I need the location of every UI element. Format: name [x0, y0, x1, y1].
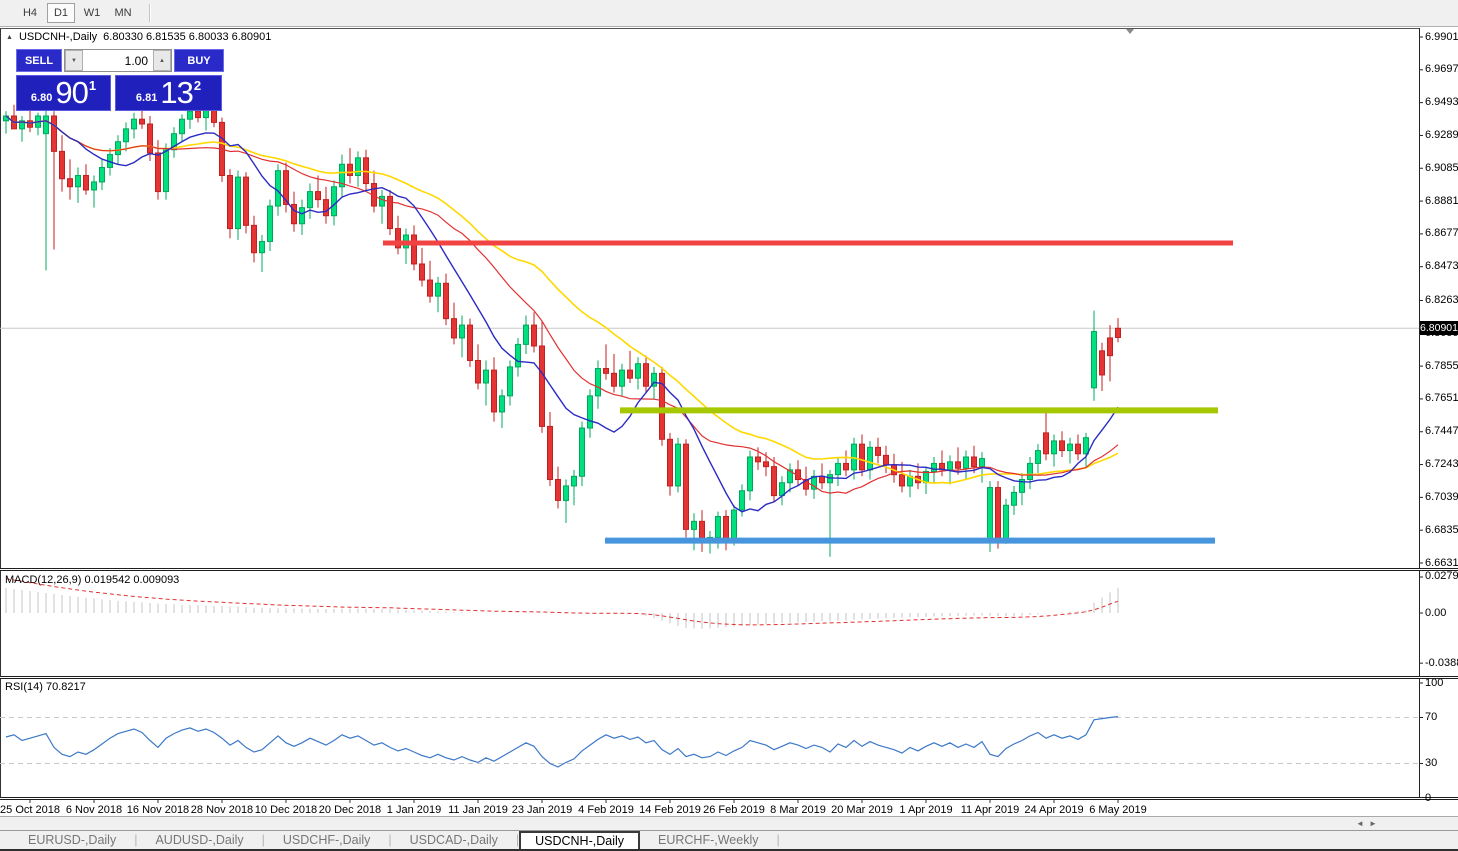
collapse-panel-icon[interactable]: ▲ [6, 33, 13, 41]
chart-tab-bar: EURUSD-,Daily | AUDUSD-,Daily | USDCHF-,… [0, 830, 1458, 851]
rsi-indicator-label: RSI(14) 70.8217 [5, 681, 86, 693]
main-macd-separator[interactable] [0, 568, 1458, 571]
volume-input[interactable] [83, 50, 153, 71]
chart-background [0, 28, 1419, 799]
buy-button[interactable]: BUY [174, 49, 224, 72]
tab-eurchf-weekly[interactable]: EURCHF-,Weekly [658, 833, 759, 847]
scroll-left-icon[interactable]: ◄ [1356, 819, 1364, 828]
axis-tick-label: 6.74470 [1425, 425, 1458, 438]
chart-ohlc-values: 6.80330 6.81535 6.80033 6.80901 [103, 31, 272, 43]
current-price-tag: 6.80901 [1420, 321, 1458, 336]
axis-tick-label: 6.99010 [1425, 30, 1458, 43]
toolbar-separator [149, 4, 151, 22]
axis-tick-label: 11 Apr 2019 [960, 804, 1020, 816]
sell-price-display[interactable]: 6.80 90 1 [16, 75, 111, 111]
buy-price-sup: 2 [193, 78, 202, 93]
timeframe-mn-button[interactable]: MN [109, 3, 137, 23]
timeframe-w1-button[interactable]: W1 [78, 3, 106, 23]
rsi-name: RSI(14) [5, 681, 43, 693]
axis-tick-label: 6.78550 [1425, 359, 1458, 372]
tab-separator: | [776, 833, 780, 847]
buy-price-display[interactable]: 6.81 13 2 [115, 75, 222, 111]
axis-tick-label: 6.72430 [1425, 458, 1458, 471]
tab-separator: | [515, 833, 520, 847]
axis-tick-label: -0.03887 [1425, 656, 1458, 669]
axis-tick-label: 6.68350 [1425, 523, 1458, 536]
timeframe-toolbar: H4 D1 W1 MN [0, 0, 1458, 27]
axis-tick-label: 6.96970 [1425, 63, 1458, 76]
scroll-right-icon[interactable]: ► [1369, 819, 1377, 828]
tab-separator: | [261, 833, 265, 847]
axis-tick-label: 25 Oct 2018 [0, 804, 60, 816]
axis-tick-label: 6.82630 [1425, 293, 1458, 306]
axis-tick-label: 30 [1425, 757, 1438, 769]
sell-price-sup: 1 [88, 78, 97, 93]
rsi-dateaxis-separator [0, 797, 1458, 800]
axis-tick-label: 4 Feb 2019 [578, 804, 634, 816]
axis-tick-label: 6.86770 [1425, 227, 1458, 240]
volume-decrease-button[interactable]: ▼ [65, 50, 83, 71]
chart-shift-icon[interactable] [1126, 29, 1134, 34]
axis-tick-label: 0 [1425, 791, 1432, 804]
tab-eurusd-daily[interactable]: EURUSD-,Daily [28, 833, 117, 847]
axis-tick-label: 0.027908 [1425, 570, 1458, 583]
tab-usdcnh-daily[interactable]: USDCNH-,Daily [519, 831, 641, 849]
tab-usdchf-daily[interactable]: USDCHF-,Daily [282, 833, 371, 847]
axis-tick-label: 20 Mar 2019 [831, 804, 893, 816]
tab-separator: | [134, 833, 138, 847]
timeframe-h4-button[interactable]: H4 [16, 3, 44, 23]
axis-tick-label: 26 Feb 2019 [703, 804, 765, 816]
scrollbar-strip[interactable]: ◄ ► [0, 816, 1458, 830]
axis-tick-label: 6.66310 [1425, 556, 1458, 569]
axis-tick-label: 6.70390 [1425, 490, 1458, 503]
axis-tick-label: 0.00 [1425, 606, 1447, 619]
axis-tick-label: 14 Feb 2019 [639, 804, 701, 816]
spinner-down-icon: ▼ [71, 57, 77, 64]
axis-tick-label: 6.84730 [1425, 260, 1458, 273]
sell-button[interactable]: SELL [16, 49, 62, 72]
macd-indicator-label: MACD(12,26,9) 0.019542 0.009093 [5, 574, 179, 586]
macd-name: MACD(12,26,9) [5, 574, 82, 586]
axis-tick-label: 10 Dec 2018 [254, 804, 318, 816]
axis-tick-label: 23 Jan 2019 [511, 804, 573, 816]
axis-tick-label: 28 Nov 2018 [190, 804, 254, 816]
axis-tick-label: 24 Apr 2019 [1024, 804, 1084, 816]
chart-header: ▲ USDCNH-,Daily 6.80330 6.81535 6.80033 … [6, 31, 271, 43]
chart-symbol-label: USDCNH-,Daily [18, 31, 98, 43]
axis-tick-label: 70 [1425, 711, 1438, 723]
axis-tick-label: 6 May 2019 [1089, 804, 1147, 816]
spinner-up-icon: ▲ [159, 57, 165, 64]
axis-tick-label: 1 Apr 2019 [899, 804, 953, 816]
macd-rsi-separator[interactable] [0, 676, 1458, 679]
axis-tick-label: 11 Jan 2019 [448, 804, 508, 816]
axis-tick-label: 6 Nov 2018 [65, 804, 123, 816]
axis-tick-label: 16 Nov 2018 [126, 804, 190, 816]
axis-tick-label: 6.76510 [1425, 392, 1458, 405]
rsi-value: 70.8217 [45, 681, 86, 693]
tab-separator: | [388, 833, 392, 847]
axis-tick-label: 1 Jan 2019 [386, 804, 442, 816]
price-axis-border [1419, 28, 1420, 799]
axis-tick-label: 6.94930 [1425, 96, 1458, 109]
buy-price-big: 13 [160, 75, 193, 110]
timeframe-d1-button[interactable]: D1 [47, 3, 75, 23]
buy-price-main: 6.81 [135, 92, 158, 104]
volume-control: ▼ ▲ [64, 49, 172, 72]
sell-price-main: 6.80 [30, 92, 53, 104]
axis-tick-label: 20 Dec 2018 [318, 804, 382, 816]
axis-tick-label: 6.88810 [1425, 194, 1458, 207]
volume-increase-button[interactable]: ▲ [153, 50, 171, 71]
macd-values: 0.019542 0.009093 [84, 574, 180, 586]
axis-tick-label: 6.90850 [1425, 161, 1458, 174]
axis-tick-label: 100 [1425, 676, 1444, 689]
tab-usdcad-daily[interactable]: USDCAD-,Daily [409, 833, 498, 847]
sell-price-big: 90 [55, 75, 88, 110]
axis-tick-label: 6.92890 [1425, 128, 1458, 141]
one-click-trading-panel: SELL ▼ ▲ BUY 6.80 90 1 6.81 13 2 [16, 49, 224, 111]
tab-audusd-daily[interactable]: AUDUSD-,Daily [155, 833, 244, 847]
axis-tick-label: 8 Mar 2019 [770, 804, 826, 816]
